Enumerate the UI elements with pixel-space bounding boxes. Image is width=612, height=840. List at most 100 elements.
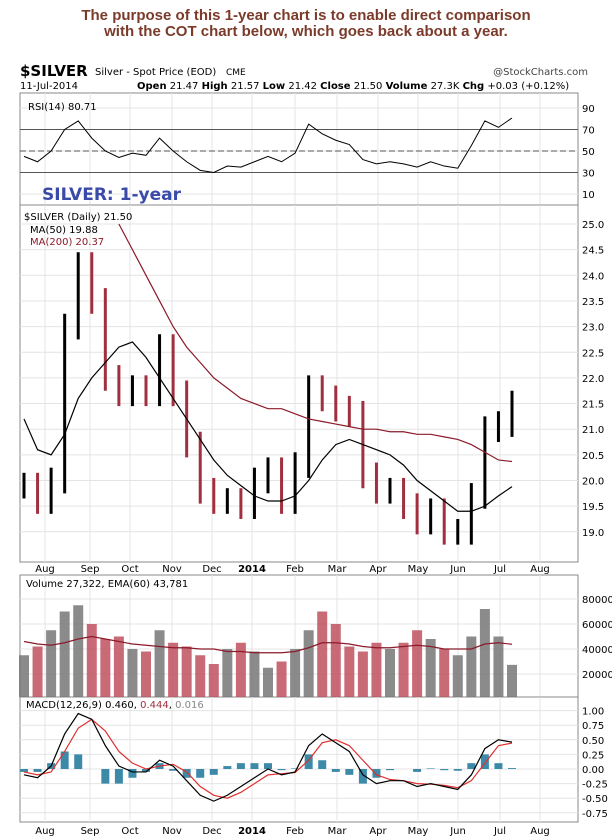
volume-bar: [222, 649, 233, 697]
symbol: $SILVER: [20, 62, 88, 80]
macd-histogram-bar: [453, 769, 462, 771]
note-line-1: The purpose of this 1-year chart is to e…: [81, 7, 531, 24]
macd-histogram-bar: [291, 768, 300, 769]
month-label-bottom: Apr: [369, 826, 387, 837]
month-label: Feb: [286, 564, 304, 575]
month-label-bottom: Oct: [121, 826, 138, 837]
macd-tick-label: -0.75: [582, 809, 608, 820]
month-label: Jul: [493, 564, 506, 575]
macd-histogram-bar: [114, 769, 123, 784]
macd-histogram-bar: [128, 769, 137, 778]
macd-histogram-bar: [304, 754, 313, 769]
price-tick-label: 24.0: [582, 271, 604, 282]
macd-histogram-bar: [467, 763, 476, 769]
volume-tick-label: 60000: [582, 620, 612, 631]
macd-histogram-bar: [101, 769, 110, 784]
macd-tick-label: 1.00: [582, 707, 604, 718]
price-tick-label: 22.5: [582, 348, 604, 359]
rsi-line: [23, 117, 513, 174]
volume-bar: [59, 611, 70, 697]
month-label: Mar: [328, 564, 348, 575]
price-tick-label: 21.5: [582, 400, 604, 411]
volume-bar: [290, 649, 301, 697]
volume-bar: [452, 655, 463, 697]
macd-histogram-bar: [277, 769, 286, 771]
macd-histogram-bar: [331, 769, 340, 772]
month-label-bottom: May: [408, 826, 429, 837]
ohlc-readout: Open 21.47 High 21.57 Low 21.42 Close 21…: [137, 81, 569, 92]
price-tick-label: 19.5: [582, 502, 604, 513]
volume-bar: [412, 630, 423, 697]
instrument-name: Silver - Spot Price (EOD): [95, 67, 216, 78]
macd-histogram-bar: [264, 763, 272, 769]
month-label-bottom: Feb: [286, 826, 304, 837]
macd-histogram-bar: [223, 766, 232, 769]
month-label-bottom: 2014: [238, 826, 266, 837]
macd-histogram-bar: [413, 769, 422, 772]
rsi-legend: RSI(14) 80.71: [28, 102, 97, 113]
macd-histogram-bar: [372, 769, 381, 778]
note-line-2: with the COT chart below, which goes bac…: [104, 23, 508, 40]
volume-tick-label: 40000: [582, 645, 612, 656]
month-label: Nov: [162, 564, 182, 575]
macd-histogram-bar: [508, 768, 516, 769]
rsi-tick-label: 90: [582, 104, 595, 115]
volume-bar: [344, 646, 355, 697]
volume-bar: [493, 636, 504, 697]
month-label-bottom: Mar: [328, 826, 348, 837]
ma50-line: [23, 341, 513, 512]
macd-histogram-bar: [196, 769, 205, 778]
price-tick-label: 23.0: [582, 323, 604, 334]
volume-bar: [249, 651, 260, 697]
volume-bar: [479, 609, 490, 697]
volume-bar: [330, 624, 341, 697]
volume-bar: [195, 655, 206, 697]
volume-bar: [141, 651, 151, 697]
month-label: Apr: [369, 564, 387, 575]
macd-histogram-bar: [182, 769, 191, 778]
macd-histogram-bar: [345, 769, 354, 775]
month-label: Aug: [530, 564, 550, 575]
volume-bar: [73, 605, 84, 697]
volume-bar: [154, 630, 165, 697]
panel-frame: [19, 92, 579, 206]
macd-histogram-bar: [494, 763, 503, 769]
month-label: Oct: [121, 564, 138, 575]
ma200-line: [118, 223, 513, 463]
macd-tick-label: 0.50: [582, 736, 604, 747]
volume-bar: [208, 664, 219, 697]
month-label: Aug: [35, 564, 55, 575]
volume-legend: Volume 27,322, EMA(60) 43,781: [26, 579, 188, 590]
volume-tick-label: 80000: [582, 595, 612, 606]
volume-bar: [168, 642, 179, 697]
volume-bar: [32, 646, 43, 697]
volume-bar: [181, 646, 192, 697]
rsi-tick-label: 10: [582, 190, 595, 201]
volume-bar: [235, 642, 246, 697]
volume-bar: [86, 624, 97, 697]
macd-histogram-bar: [60, 751, 69, 769]
month-label: 2014: [238, 564, 266, 575]
macd-histogram-bar: [169, 769, 178, 771]
macd-histogram-bar: [358, 769, 367, 784]
macd-histogram-bar: [236, 763, 245, 769]
date: 11-Jul-2014: [20, 81, 78, 92]
volume-bar: [127, 649, 138, 697]
price-tick-label: 25.0: [582, 220, 604, 231]
macd-tick-label: -0.50: [582, 794, 608, 805]
source: @StockCharts.com: [493, 67, 588, 78]
volume-bar: [398, 642, 409, 697]
volume-bar: [466, 636, 477, 697]
exchange: CME: [226, 68, 246, 78]
volume-bar: [507, 664, 517, 697]
month-label: Dec: [202, 564, 221, 575]
volume-bar: [425, 639, 436, 697]
panel-frame: [19, 204, 579, 563]
volume-bar: [113, 636, 124, 697]
volume-bar: [263, 667, 273, 697]
macd-histogram-bar: [318, 760, 327, 769]
month-label-bottom: Sep: [81, 826, 100, 837]
volume-bar: [385, 649, 395, 697]
macd-histogram-bar: [20, 769, 28, 772]
